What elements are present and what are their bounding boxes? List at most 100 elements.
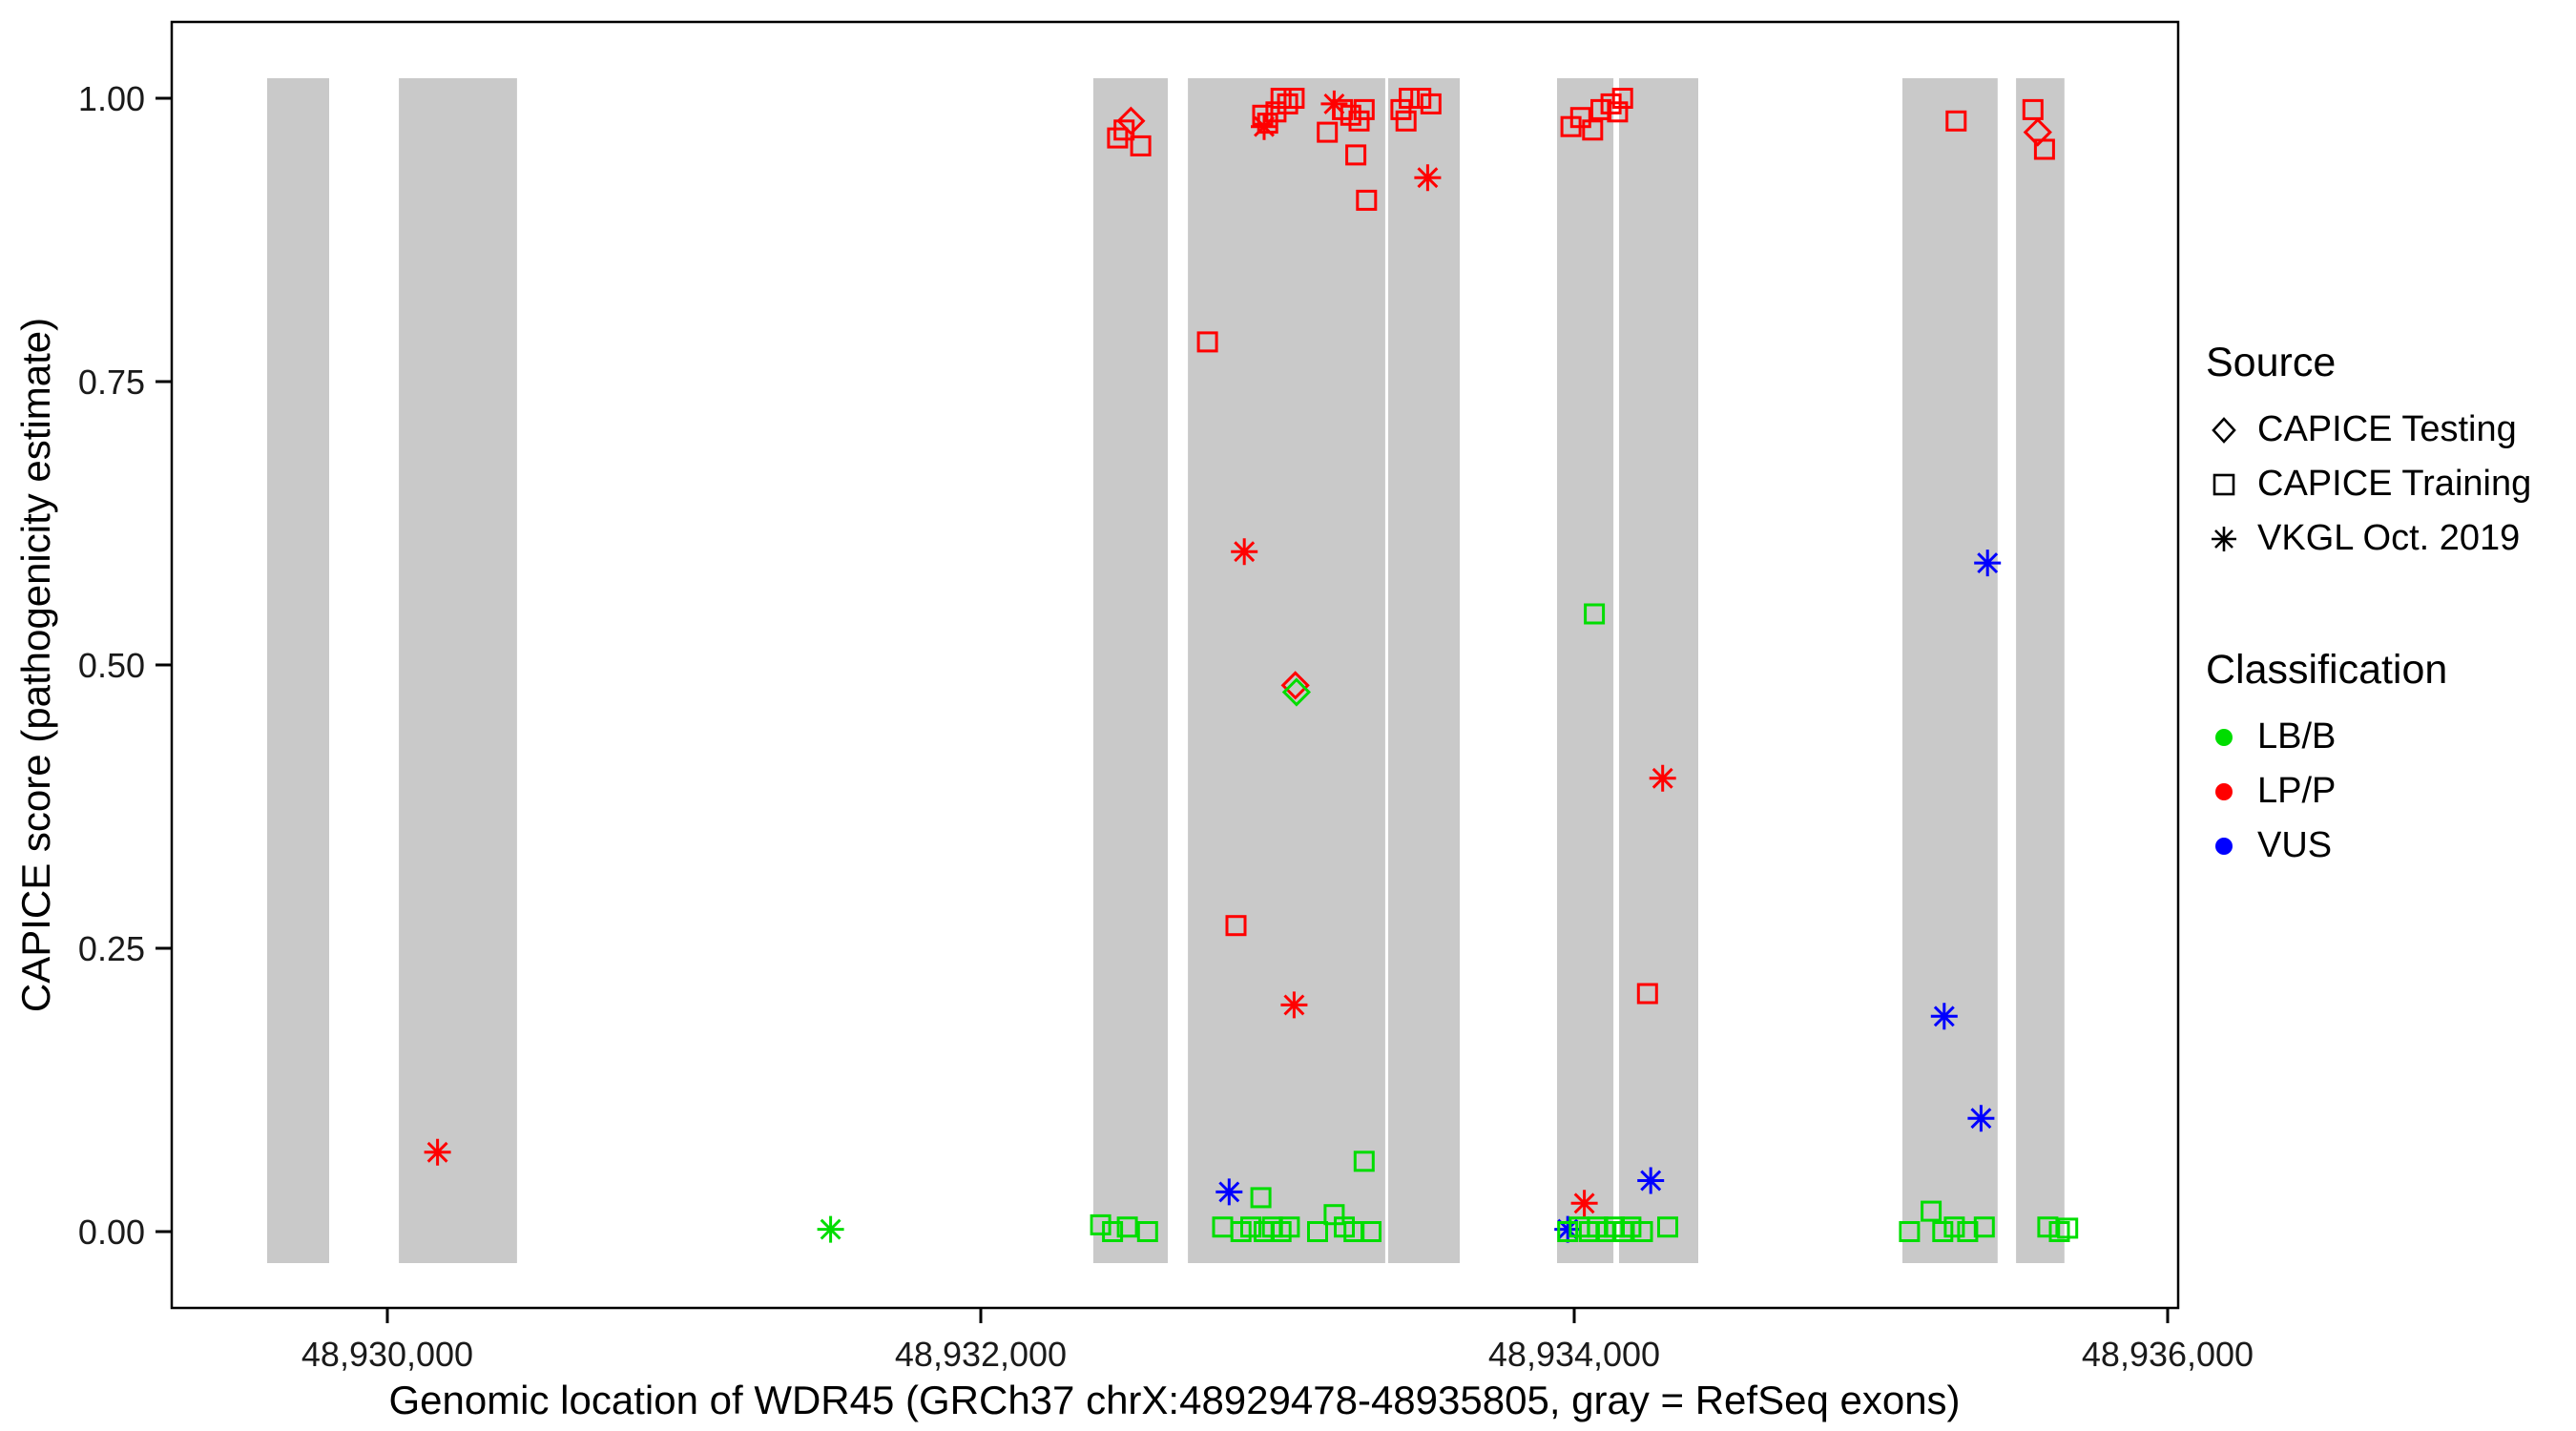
- legend-classification-title: Classification: [2206, 647, 2448, 693]
- data-point-square-green: [1657, 1216, 1678, 1238]
- legend-item-capice-testing: CAPICE Testing: [2206, 409, 2568, 450]
- data-point-square-green: [1136, 1221, 1158, 1242]
- exon-band: [1388, 78, 1460, 1263]
- y-axis-title: CAPICE score (pathogenicity estimate): [13, 318, 58, 1012]
- exon-band: [1619, 78, 1698, 1263]
- diamond-icon: [2212, 416, 2236, 444]
- data-point-asterisk-blue: [1967, 1105, 1995, 1132]
- data-point-square-red: [1345, 144, 1367, 166]
- data-point-asterisk-blue: [1215, 1178, 1243, 1206]
- data-point-square-green: [2057, 1217, 2079, 1239]
- data-point-asterisk-red: [1280, 991, 1308, 1019]
- data-point-asterisk-green: [817, 1215, 844, 1243]
- data-point-square-red: [1270, 88, 1292, 109]
- data-point-square-red: [1196, 331, 1218, 353]
- data-point-square-red: [2033, 138, 2055, 160]
- y-tick-label: 0.50: [78, 646, 145, 685]
- legend-item-label: LB/B: [2257, 716, 2337, 757]
- data-point-square-green: [2037, 1216, 2059, 1238]
- data-point-diamond-red: [1116, 106, 1146, 135]
- data-point-square-red: [1348, 110, 1370, 132]
- data-point-square-green: [1973, 1216, 1995, 1238]
- vus-dot-icon: [2215, 837, 2233, 855]
- exon-band: [1092, 78, 1168, 1263]
- y-tick-label: 0.75: [78, 363, 145, 402]
- x-tick-label: 48,932,000: [895, 1335, 1067, 1374]
- data-point-square-red: [1283, 88, 1305, 109]
- asterisk-icon: [2212, 526, 2236, 551]
- exon-band: [1188, 78, 1385, 1263]
- data-point-diamond-green: [1281, 677, 1312, 707]
- square-icon: [2212, 473, 2235, 495]
- data-point-square-green: [1116, 1216, 1138, 1238]
- data-point-square-red: [1356, 189, 1378, 211]
- data-point-square-green: [1899, 1221, 1921, 1242]
- exon-band: [267, 78, 329, 1263]
- y-tick-label: 1.00: [78, 79, 145, 118]
- legend-item-vkgl: VKGL Oct. 2019: [2206, 518, 2568, 559]
- legend-item-lbb: LB/B: [2206, 716, 2568, 757]
- exon-band: [399, 78, 517, 1263]
- data-point-asterisk-red: [1570, 1190, 1598, 1217]
- data-point-square-green: [1090, 1213, 1111, 1235]
- data-point-asterisk-red: [1320, 90, 1348, 117]
- data-point-square-red: [1582, 119, 1604, 141]
- data-point-square-green: [1921, 1200, 1942, 1222]
- x-tick-label: 48,934,000: [1488, 1335, 1660, 1374]
- legend: Source CAPICE Testing CAPICE Training VK…: [2206, 340, 2568, 880]
- data-point-square-red: [1353, 98, 1375, 120]
- data-point-square-red: [1317, 121, 1339, 143]
- data-point-square-red: [1945, 110, 1967, 132]
- data-point-square-green: [1620, 1216, 1642, 1238]
- data-point-asterisk-red: [1251, 113, 1278, 140]
- data-point-square-green: [1102, 1221, 1124, 1242]
- legend-item-label: CAPICE Testing: [2257, 409, 2517, 449]
- exon-band: [1557, 78, 1614, 1263]
- data-point-square-green: [1278, 1216, 1300, 1238]
- data-point-square-green: [1932, 1221, 1954, 1242]
- data-point-square-green: [1361, 1221, 1381, 1242]
- data-point-square-green: [1584, 603, 1606, 625]
- data-point-square-green: [1957, 1221, 1979, 1242]
- data-point-asterisk-blue: [1554, 1215, 1582, 1243]
- data-point-square-red: [1113, 119, 1135, 141]
- legend-source-title: Source: [2206, 340, 2337, 385]
- data-point-asterisk-blue: [1930, 1003, 1958, 1030]
- data-point-square-red: [1420, 93, 1442, 114]
- x-tick-label: 48,930,000: [301, 1335, 473, 1374]
- data-point-square-red: [2022, 98, 2044, 120]
- data-point-square-red: [1399, 88, 1421, 109]
- data-point-square-green: [1353, 1151, 1375, 1172]
- data-point-square-green: [1250, 1187, 1272, 1209]
- data-point-square-green: [1943, 1216, 1965, 1238]
- data-points: [424, 88, 2079, 1243]
- data-point-asterisk-red: [1649, 764, 1676, 792]
- data-point-diamond-red: [2023, 117, 2052, 147]
- exon-band: [1902, 78, 1998, 1263]
- data-point-square-red: [1636, 983, 1658, 1005]
- legend-item-lpp: LP/P: [2206, 771, 2568, 812]
- legend-item-label: CAPICE Training: [2257, 464, 2532, 504]
- data-point-square-red: [1607, 101, 1629, 123]
- data-point-asterisk-blue: [1974, 550, 2002, 577]
- legend-item-label: VUS: [2257, 825, 2333, 865]
- data-point-square-red: [1225, 915, 1247, 937]
- data-point-asterisk-red: [1231, 538, 1258, 566]
- data-point-square-green: [1631, 1221, 1653, 1242]
- data-point-diamond-red: [1280, 671, 1310, 700]
- data-point-square-green: [1240, 1216, 1261, 1238]
- legend-item-vus: VUS: [2206, 825, 2568, 866]
- exon-bands: [267, 78, 2065, 1263]
- lpp-dot-icon: [2215, 782, 2233, 800]
- data-point-asterisk-red: [424, 1138, 451, 1166]
- data-point-square-green: [1307, 1221, 1328, 1242]
- axis-ticks: 48,930,000 48,932,000 48,934,000 48,936,000…: [78, 79, 2254, 1374]
- x-axis-title: Genomic location of WDR45 (GRCh37 chrX:4…: [388, 1378, 1960, 1422]
- y-tick-label: 0.00: [78, 1213, 145, 1252]
- legend-item-label: VKGL Oct. 2019: [2257, 518, 2521, 558]
- data-point-asterisk-blue: [1637, 1167, 1665, 1194]
- lbb-dot-icon: [2215, 728, 2233, 746]
- exon-band: [2016, 78, 2065, 1263]
- data-point-square-red: [1611, 88, 1633, 109]
